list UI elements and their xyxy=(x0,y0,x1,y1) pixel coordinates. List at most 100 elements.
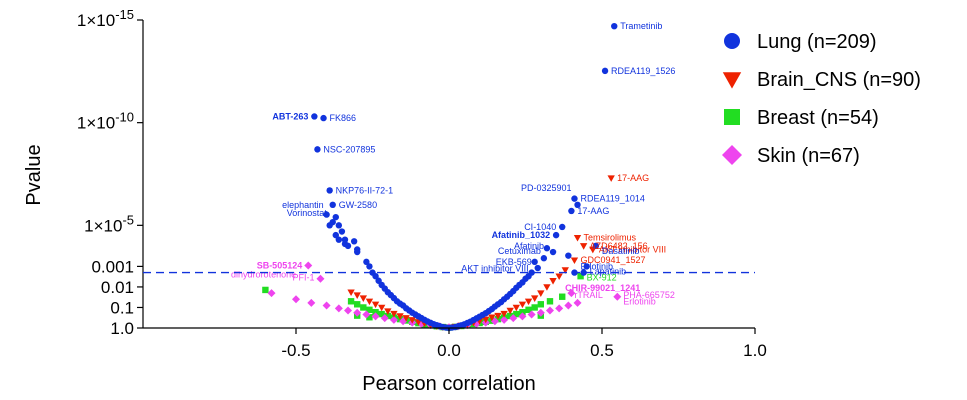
data-point xyxy=(396,313,404,320)
data-point xyxy=(506,307,514,315)
data-point xyxy=(571,195,578,202)
data-point xyxy=(536,308,545,317)
data-point xyxy=(366,263,373,270)
point-annotation: Dasatinib xyxy=(602,246,640,256)
data-point xyxy=(354,301,361,308)
y-tick-label: 0.1 xyxy=(110,298,134,317)
legend-marker xyxy=(724,33,740,49)
point-annotation: GW-2580 xyxy=(339,200,377,210)
point-annotation: PD-0325901 xyxy=(521,183,572,193)
data-point xyxy=(561,267,569,274)
data-point xyxy=(363,258,370,266)
data-point xyxy=(335,236,343,243)
point-annotation: Lapatinib xyxy=(590,267,627,277)
legend-marker xyxy=(722,145,742,165)
data-point xyxy=(579,243,588,250)
point-annotation: CI-1040 xyxy=(524,222,556,232)
legend-marker xyxy=(724,109,740,125)
data-point xyxy=(545,306,554,315)
data-point xyxy=(482,316,490,324)
data-point xyxy=(507,312,514,320)
data-point xyxy=(344,242,352,250)
data-point xyxy=(601,67,609,75)
data-point xyxy=(540,255,548,262)
point-annotation: Trametinib xyxy=(620,21,662,31)
point-annotation: SB-505124 xyxy=(257,260,303,270)
data-point xyxy=(509,314,518,323)
data-point xyxy=(389,315,398,324)
point-annotation: AKT inhibitor VIII xyxy=(461,264,528,274)
data-point xyxy=(573,234,582,242)
legend-label: Brain_CNS (n=90) xyxy=(757,69,921,91)
y-tick-label: 1×10-10 xyxy=(77,110,134,133)
data-point xyxy=(546,298,554,305)
data-point xyxy=(543,245,551,252)
data-point xyxy=(384,312,391,320)
data-point xyxy=(267,289,276,298)
data-point xyxy=(320,114,327,122)
data-points xyxy=(262,22,622,332)
data-point xyxy=(488,314,496,322)
x-axis-title: Pearson correlation xyxy=(362,373,535,395)
point-annotation: CHIR-99021_1241 xyxy=(565,283,640,293)
data-point xyxy=(366,306,373,314)
data-point xyxy=(344,306,353,315)
point-annotation: AKT inhibitor VIII xyxy=(599,244,666,254)
point-annotation: Afatinib_1032 xyxy=(492,230,551,240)
data-point xyxy=(372,308,379,316)
data-point xyxy=(378,310,385,318)
point-annotation: dihydrorotenone xyxy=(231,270,296,280)
point-annotation: EKB-569 xyxy=(496,257,532,267)
data-point xyxy=(555,273,563,281)
data-point xyxy=(549,248,557,256)
y-axis-title: Pvalue xyxy=(23,144,45,205)
data-point xyxy=(607,175,615,182)
data-point xyxy=(402,315,410,322)
data-point xyxy=(490,317,499,326)
point-annotation: PHA-665752 xyxy=(623,290,675,300)
data-point xyxy=(359,295,367,302)
point-annotation: Afatinib xyxy=(514,241,544,251)
y-tick-label: 1×10-15 xyxy=(77,7,134,30)
data-point xyxy=(354,248,361,256)
legend-marker xyxy=(722,72,742,89)
data-point xyxy=(307,298,316,307)
data-point xyxy=(564,301,573,310)
y-tick-label: 0.001 xyxy=(91,257,134,276)
data-point xyxy=(323,211,330,218)
data-point xyxy=(534,264,541,272)
data-point xyxy=(580,269,587,276)
y-tick-label: 1.0 xyxy=(110,319,134,338)
series-3 xyxy=(267,261,622,332)
point-annotation: Cetuximab xyxy=(498,246,541,256)
legend-label: Skin (n=67) xyxy=(757,145,860,167)
data-point xyxy=(347,289,355,297)
data-point xyxy=(574,201,581,208)
point-annotation: ABT-263 xyxy=(272,111,308,121)
data-point xyxy=(380,314,389,323)
data-point xyxy=(262,286,269,294)
point-annotation: NKP76-II-72-1 xyxy=(336,185,394,195)
data-point xyxy=(366,314,373,321)
data-point xyxy=(524,298,533,306)
data-point xyxy=(573,298,582,307)
point-annotation: Erlotinib xyxy=(623,296,656,306)
point-annotation: RDEA119_1526 xyxy=(611,66,675,76)
data-point xyxy=(314,146,321,153)
data-point xyxy=(500,310,508,318)
data-point xyxy=(565,252,572,259)
data-point xyxy=(329,201,336,208)
data-point xyxy=(332,213,339,221)
data-point xyxy=(531,304,538,311)
data-point xyxy=(543,284,551,291)
data-point xyxy=(362,310,371,319)
data-point xyxy=(408,317,416,324)
data-point xyxy=(360,304,367,311)
data-point xyxy=(347,298,355,305)
data-point xyxy=(559,293,566,300)
data-point xyxy=(494,312,502,320)
point-annotation: Vorinostat xyxy=(287,208,328,218)
data-point xyxy=(338,228,346,235)
y-tick-label: 0.01 xyxy=(101,278,134,297)
point-annotation: NSC-207895 xyxy=(323,144,375,154)
